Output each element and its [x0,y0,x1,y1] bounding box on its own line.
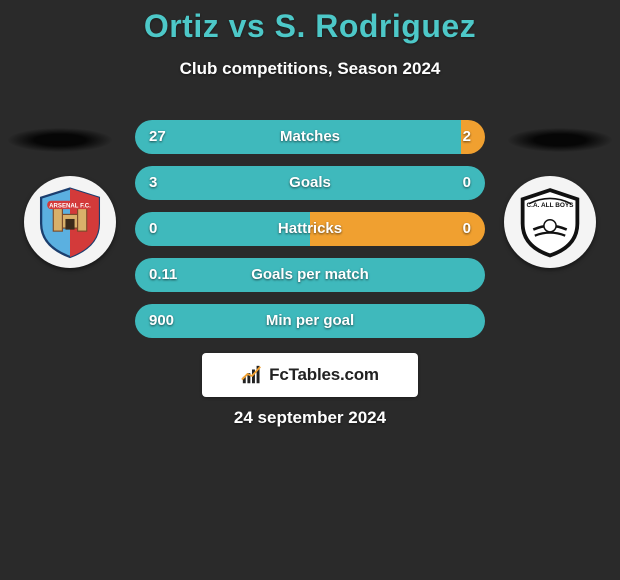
stat-label: Matches [280,120,340,154]
stat-value-left: 27 [149,120,166,154]
date-text: 24 september 2024 [0,408,620,428]
stat-label: Goals [289,166,331,200]
stat-value-right: 2 [463,120,471,154]
stat-row: 0 0 Hattricks [135,212,485,246]
club-logo-right: C.A. ALL BOYS [504,176,596,268]
stat-value-right: 0 [463,166,471,200]
stat-value-left: 3 [149,166,157,200]
stat-row: 3 0 Goals [135,166,485,200]
branding-text: FcTables.com [269,365,379,385]
club-logo-left: ARSENAL F.C. [24,176,116,268]
stat-value-left: 0.11 [149,258,177,292]
svg-text:C.A. ALL BOYS: C.A. ALL BOYS [527,202,575,209]
branding-badge: FcTables.com [202,353,418,397]
stat-row: 27 2 Matches [135,120,485,154]
stat-label: Goals per match [251,258,369,292]
stats-bars: 27 2 Matches 3 0 Goals 0 0 Hattricks 0.11 Goals pe… [135,120,485,350]
stat-label: Min per goal [266,304,354,338]
chart-bars-icon [241,364,263,386]
arsenal-fc-crest-icon: ARSENAL F.C. [32,184,108,260]
player-shadow-right [508,128,612,152]
header: Ortiz vs S. Rodriguez Club competitions,… [0,0,620,79]
page-subtitle: Club competitions, Season 2024 [0,59,620,79]
svg-text:ARSENAL F.C.: ARSENAL F.C. [49,203,91,210]
page-title: Ortiz vs S. Rodriguez [0,8,620,45]
stat-row: 0.11 Goals per match [135,258,485,292]
stat-label: Hattricks [278,212,342,246]
stat-row: 900 Min per goal [135,304,485,338]
stat-value-left: 900 [149,304,174,338]
stat-value-right: 0 [463,212,471,246]
player-shadow-left [8,128,112,152]
stat-value-left: 0 [149,212,157,246]
ca-all-boys-crest-icon: C.A. ALL BOYS [512,184,588,260]
